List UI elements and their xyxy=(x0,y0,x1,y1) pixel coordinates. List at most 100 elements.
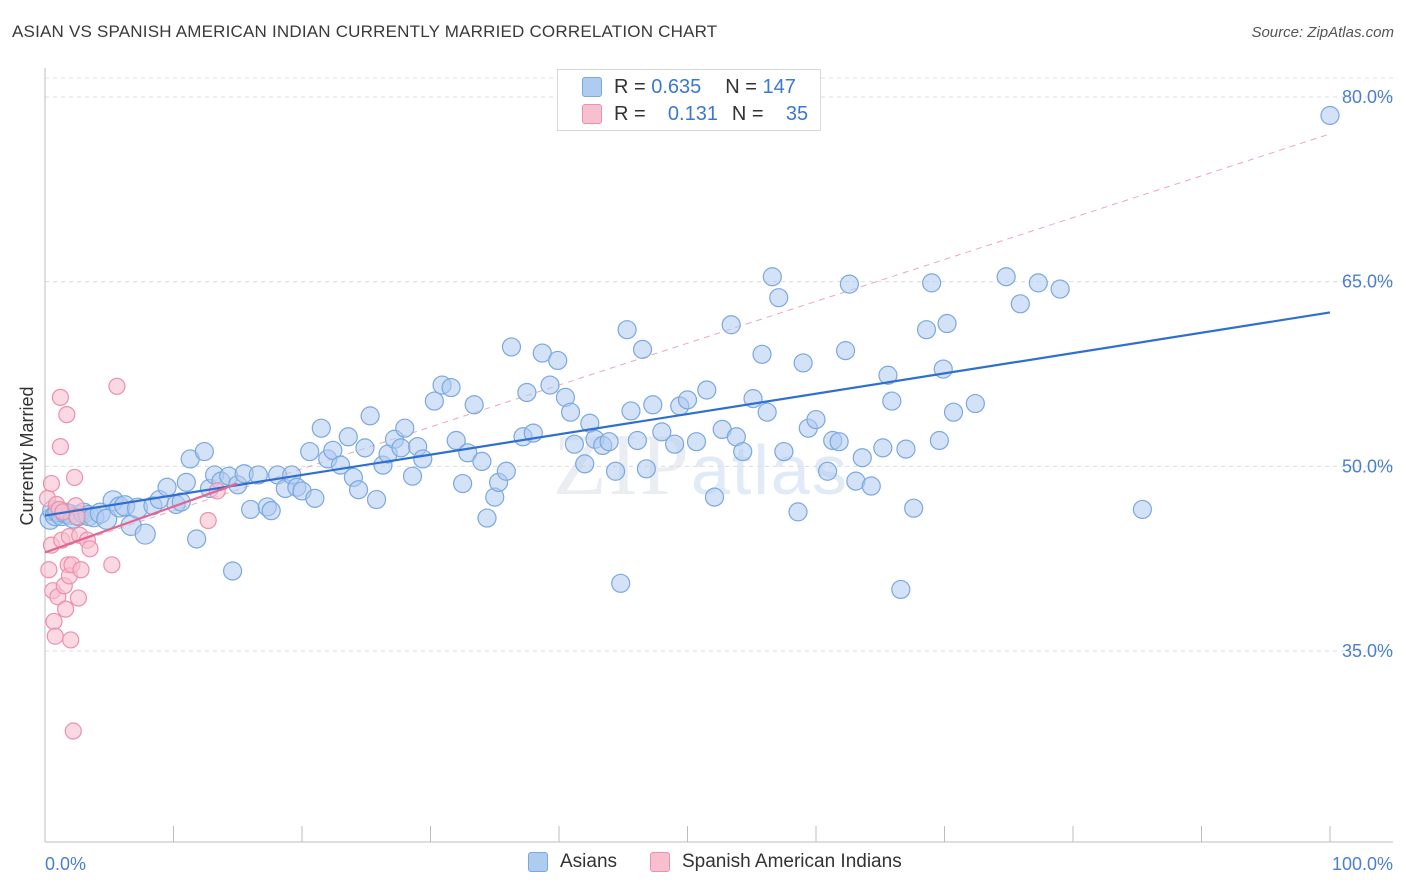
series-legend: Asians Spanish American Indians xyxy=(0,851,1406,879)
point-asians xyxy=(223,561,243,581)
series-swatch-spanish-american-indians xyxy=(650,852,670,872)
point-asians xyxy=(769,288,789,308)
point-asians xyxy=(540,375,560,395)
point-asians xyxy=(793,353,813,373)
point-asians xyxy=(305,488,325,508)
point-asians xyxy=(241,499,261,520)
point-spanish-american-indians xyxy=(68,508,86,526)
legend-swatch-spanish-american-indians xyxy=(582,104,602,124)
point-spanish-american-indians xyxy=(51,438,70,456)
point-asians xyxy=(686,432,707,452)
point-asians xyxy=(996,267,1016,287)
point-asians xyxy=(157,477,177,497)
point-asians xyxy=(355,438,375,458)
point-spanish-american-indians xyxy=(58,406,76,424)
point-asians xyxy=(176,472,196,492)
point-spanish-american-indians xyxy=(56,600,75,618)
point-asians xyxy=(697,380,717,400)
point-asians xyxy=(611,573,631,593)
point-spanish-american-indians xyxy=(65,468,84,487)
point-asians xyxy=(817,461,838,481)
point-asians xyxy=(904,498,924,518)
point-asians xyxy=(829,432,849,452)
point-asians xyxy=(194,441,214,462)
point-spanish-american-indians xyxy=(199,511,217,530)
point-spanish-american-indians xyxy=(69,589,88,607)
point-asians xyxy=(665,434,685,454)
series-label-spanish-american-indians: Spanish American Indians xyxy=(682,851,902,872)
y-axis-title: Currently Married xyxy=(17,386,37,525)
point-asians xyxy=(366,489,387,510)
point-asians xyxy=(360,406,380,426)
point-asians xyxy=(882,391,902,411)
legend-swatch-asians xyxy=(582,77,602,97)
point-asians xyxy=(472,451,492,472)
point-asians xyxy=(1050,279,1070,299)
point-asians xyxy=(617,320,637,340)
point-asians xyxy=(937,313,957,334)
point-asians xyxy=(896,439,916,459)
point-asians xyxy=(774,441,794,462)
point-asians xyxy=(762,267,782,287)
point-asians xyxy=(261,501,281,521)
point-asians xyxy=(891,579,911,600)
y-tick-label: 50.0% xyxy=(1342,456,1393,476)
point-asians xyxy=(501,337,522,357)
point-asians xyxy=(348,480,369,500)
point-asians xyxy=(575,454,595,474)
point-asians xyxy=(704,487,725,507)
point-asians xyxy=(134,523,156,545)
point-spanish-american-indians xyxy=(45,612,63,631)
point-asians xyxy=(922,273,942,293)
point-asians xyxy=(605,461,626,481)
point-asians xyxy=(395,418,415,438)
series-swatch-asians xyxy=(528,852,548,872)
point-asians xyxy=(878,365,898,385)
point-asians xyxy=(402,466,423,486)
trendline-spanish-american-indians xyxy=(44,482,239,554)
point-asians xyxy=(1028,273,1048,293)
point-asians xyxy=(338,427,358,447)
point-asians xyxy=(677,390,698,410)
point-asians xyxy=(621,401,641,421)
point-asians xyxy=(873,438,893,458)
point-spanish-american-indians xyxy=(103,556,121,574)
point-asians xyxy=(464,395,484,415)
chart-title: ASIAN VS SPANISH AMERICAN INDIAN CURRENT… xyxy=(12,22,718,41)
point-asians xyxy=(1320,105,1340,126)
series-legend-asians[interactable]: Asians xyxy=(528,851,617,873)
point-asians xyxy=(852,448,872,468)
legend-r-value: 0.635 xyxy=(651,75,702,98)
point-spanish-american-indians xyxy=(64,722,82,740)
y-tick-label: 65.0% xyxy=(1342,272,1393,292)
point-asians xyxy=(965,393,985,414)
point-asians xyxy=(632,339,653,359)
point-asians xyxy=(599,432,619,452)
point-asians xyxy=(1132,499,1152,520)
point-asians xyxy=(929,430,949,451)
point-asians xyxy=(652,422,672,442)
point-spanish-american-indians xyxy=(72,561,90,579)
point-asians xyxy=(835,341,856,361)
point-asians xyxy=(627,430,647,451)
point-asians xyxy=(752,344,772,364)
point-asians xyxy=(943,402,964,422)
legend-row-asians: R = 0.635 N = 147 xyxy=(582,74,796,100)
point-asians xyxy=(323,440,343,460)
point-asians xyxy=(643,395,663,415)
series-legend-spanish-american-indians[interactable]: Spanish American Indians xyxy=(650,851,902,873)
point-asians xyxy=(391,438,411,458)
point-asians xyxy=(496,461,516,481)
legend-row-spanish-american-indians: R = 0.131 N = 35 xyxy=(582,101,808,127)
point-asians xyxy=(413,449,433,469)
point-asians xyxy=(517,382,537,403)
point-asians xyxy=(477,508,497,528)
point-spanish-american-indians xyxy=(42,474,61,493)
point-asians xyxy=(96,508,118,530)
point-spanish-american-indians xyxy=(62,631,80,649)
series-label-asians: Asians xyxy=(560,851,618,872)
point-asians xyxy=(532,343,552,363)
point-asians xyxy=(733,441,753,462)
point-asians xyxy=(861,476,881,496)
